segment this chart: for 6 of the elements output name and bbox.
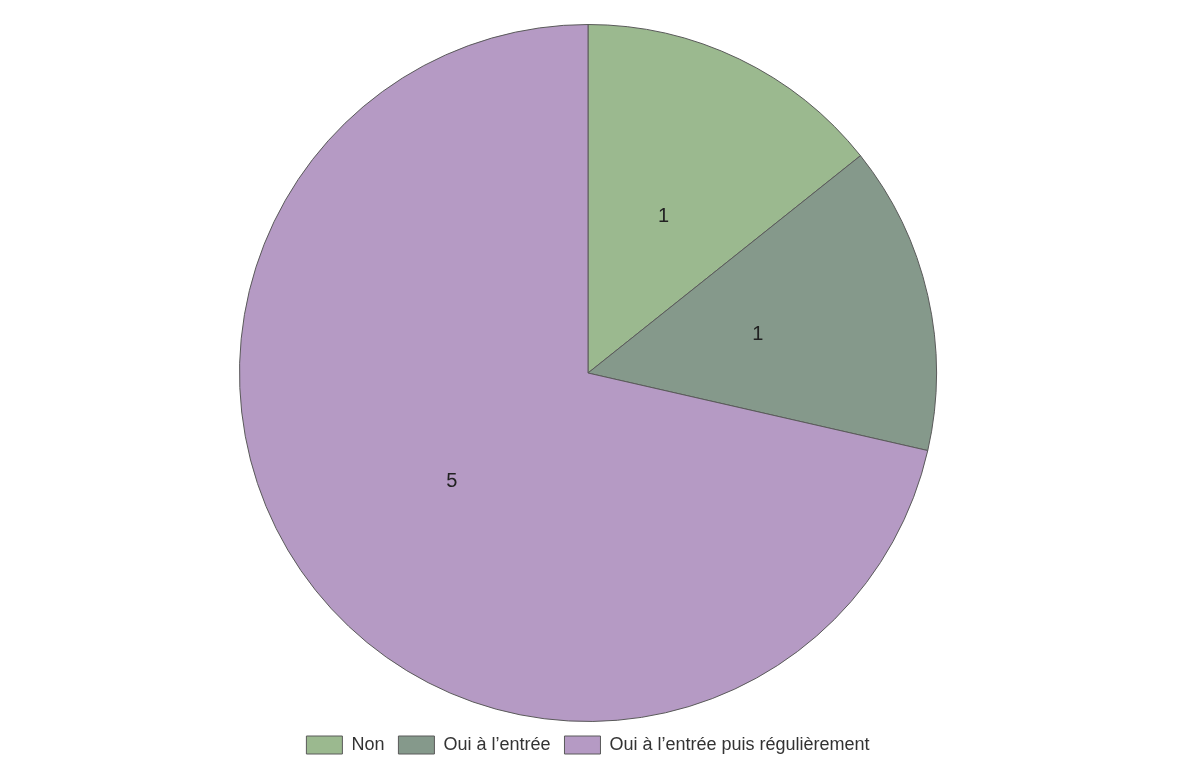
data-label: 1 [658, 203, 670, 226]
data-label: 1 [752, 321, 764, 344]
legend-label: Oui à l’entrée puis régulièrement [609, 733, 870, 754]
data-label: 5 [446, 469, 458, 492]
legend-label: Oui à l’entrée [443, 733, 551, 754]
legend-label: Non [351, 733, 385, 754]
